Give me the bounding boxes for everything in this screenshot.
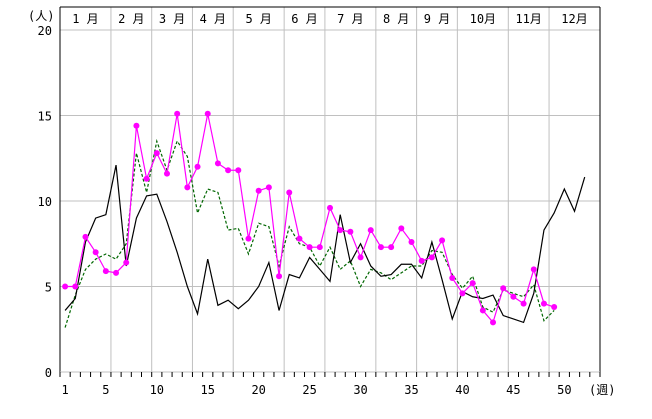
data-point-current <box>520 300 527 307</box>
x-tick-label: 15 <box>201 383 215 397</box>
data-point-current <box>469 280 476 287</box>
data-point-current <box>102 268 109 275</box>
data-point-current <box>316 244 323 251</box>
y-tick-label: 0 <box>45 366 52 380</box>
x-tick-label: 10 <box>150 383 164 397</box>
month-label: 9 月 <box>424 12 450 26</box>
x-axis-unit-label: (週) <box>589 383 615 397</box>
data-point-current <box>459 290 466 297</box>
x-tick-label: 40 <box>455 383 469 397</box>
data-point-current <box>163 170 170 177</box>
data-point-current <box>347 228 354 235</box>
data-point-current <box>367 227 374 234</box>
data-point-current <box>296 235 303 242</box>
month-label: 3 月 <box>159 12 185 26</box>
data-point-current <box>204 110 211 117</box>
data-point-current <box>551 304 558 311</box>
data-point-current <box>286 189 293 196</box>
series-lines <box>62 110 586 328</box>
x-tick-label: 1 <box>61 383 68 397</box>
data-point-current <box>408 239 415 246</box>
data-point-current <box>153 150 160 157</box>
x-tick-label: 50 <box>557 383 571 397</box>
data-point-current <box>62 283 69 290</box>
month-label: 1 月 <box>72 12 98 26</box>
data-point-current <box>490 319 497 326</box>
grid <box>60 7 600 372</box>
y-tick-label: 5 <box>45 281 52 295</box>
data-point-current <box>194 163 201 170</box>
month-label: 7 月 <box>337 12 363 26</box>
data-point-current <box>123 259 130 266</box>
data-point-current <box>72 283 79 290</box>
month-label: 4 月 <box>200 12 226 26</box>
month-label: 11月 <box>515 12 541 26</box>
data-point-current <box>306 244 313 251</box>
y-axis: 0 5 10 15 20 <box>38 24 52 380</box>
data-point-current <box>225 167 232 174</box>
month-label: 10月 <box>470 12 496 26</box>
x-tick-label: 35 <box>404 383 418 397</box>
y-tick-label: 20 <box>38 24 52 38</box>
data-point-current <box>510 293 517 300</box>
data-point-current <box>82 233 89 240</box>
month-label: 8 月 <box>383 12 409 26</box>
data-point-current <box>214 160 221 167</box>
data-point-current <box>418 257 425 264</box>
data-point-current <box>327 204 333 211</box>
x-axis: 1 5 10 15 20 25 30 35 40 45 50 <box>59 372 601 397</box>
data-point-current <box>245 235 252 242</box>
y-axis-unit-label: (人) <box>28 9 54 23</box>
y-tick-label: 15 <box>38 110 52 124</box>
data-point-current <box>530 266 537 273</box>
series-line-average <box>64 138 555 328</box>
data-point-current <box>449 274 456 281</box>
data-point-current <box>337 227 344 234</box>
data-point-current <box>133 122 140 129</box>
data-point-current <box>479 307 486 314</box>
month-label: 5 月 <box>245 12 271 26</box>
x-tick-label: 25 <box>302 383 316 397</box>
plot-frame <box>59 6 601 373</box>
data-point-current <box>428 254 435 261</box>
x-tick-label: 5 <box>102 383 109 397</box>
data-point-current <box>439 237 446 244</box>
data-point-current <box>255 187 262 194</box>
data-point-current <box>388 244 395 251</box>
x-tick-label: 20 <box>251 383 265 397</box>
data-point-current <box>235 167 242 174</box>
data-point-current <box>377 244 384 251</box>
data-point-current <box>174 110 181 117</box>
data-point-current <box>184 184 191 191</box>
month-label: 12月 <box>561 12 587 26</box>
data-point-current <box>357 254 364 261</box>
x-tick-label: 30 <box>353 383 367 397</box>
data-point-current <box>265 184 272 191</box>
data-point-current <box>500 285 507 292</box>
data-point-current <box>276 273 283 280</box>
y-tick-label: 10 <box>38 195 52 209</box>
data-point-current <box>92 249 99 256</box>
month-label: 6 月 <box>291 12 317 26</box>
month-label: 2 月 <box>118 12 144 26</box>
data-point-current <box>143 175 150 182</box>
month-labels: 1 月 2 月 3 月 4 月 5 月 6 月 7 月 8 月 9 月 10月 11月 12月 <box>72 12 588 26</box>
series-line-current <box>65 113 555 324</box>
data-point-current <box>113 269 120 276</box>
data-point-current <box>540 300 547 307</box>
x-tick-label: 45 <box>506 383 520 397</box>
data-point-current <box>398 225 405 232</box>
